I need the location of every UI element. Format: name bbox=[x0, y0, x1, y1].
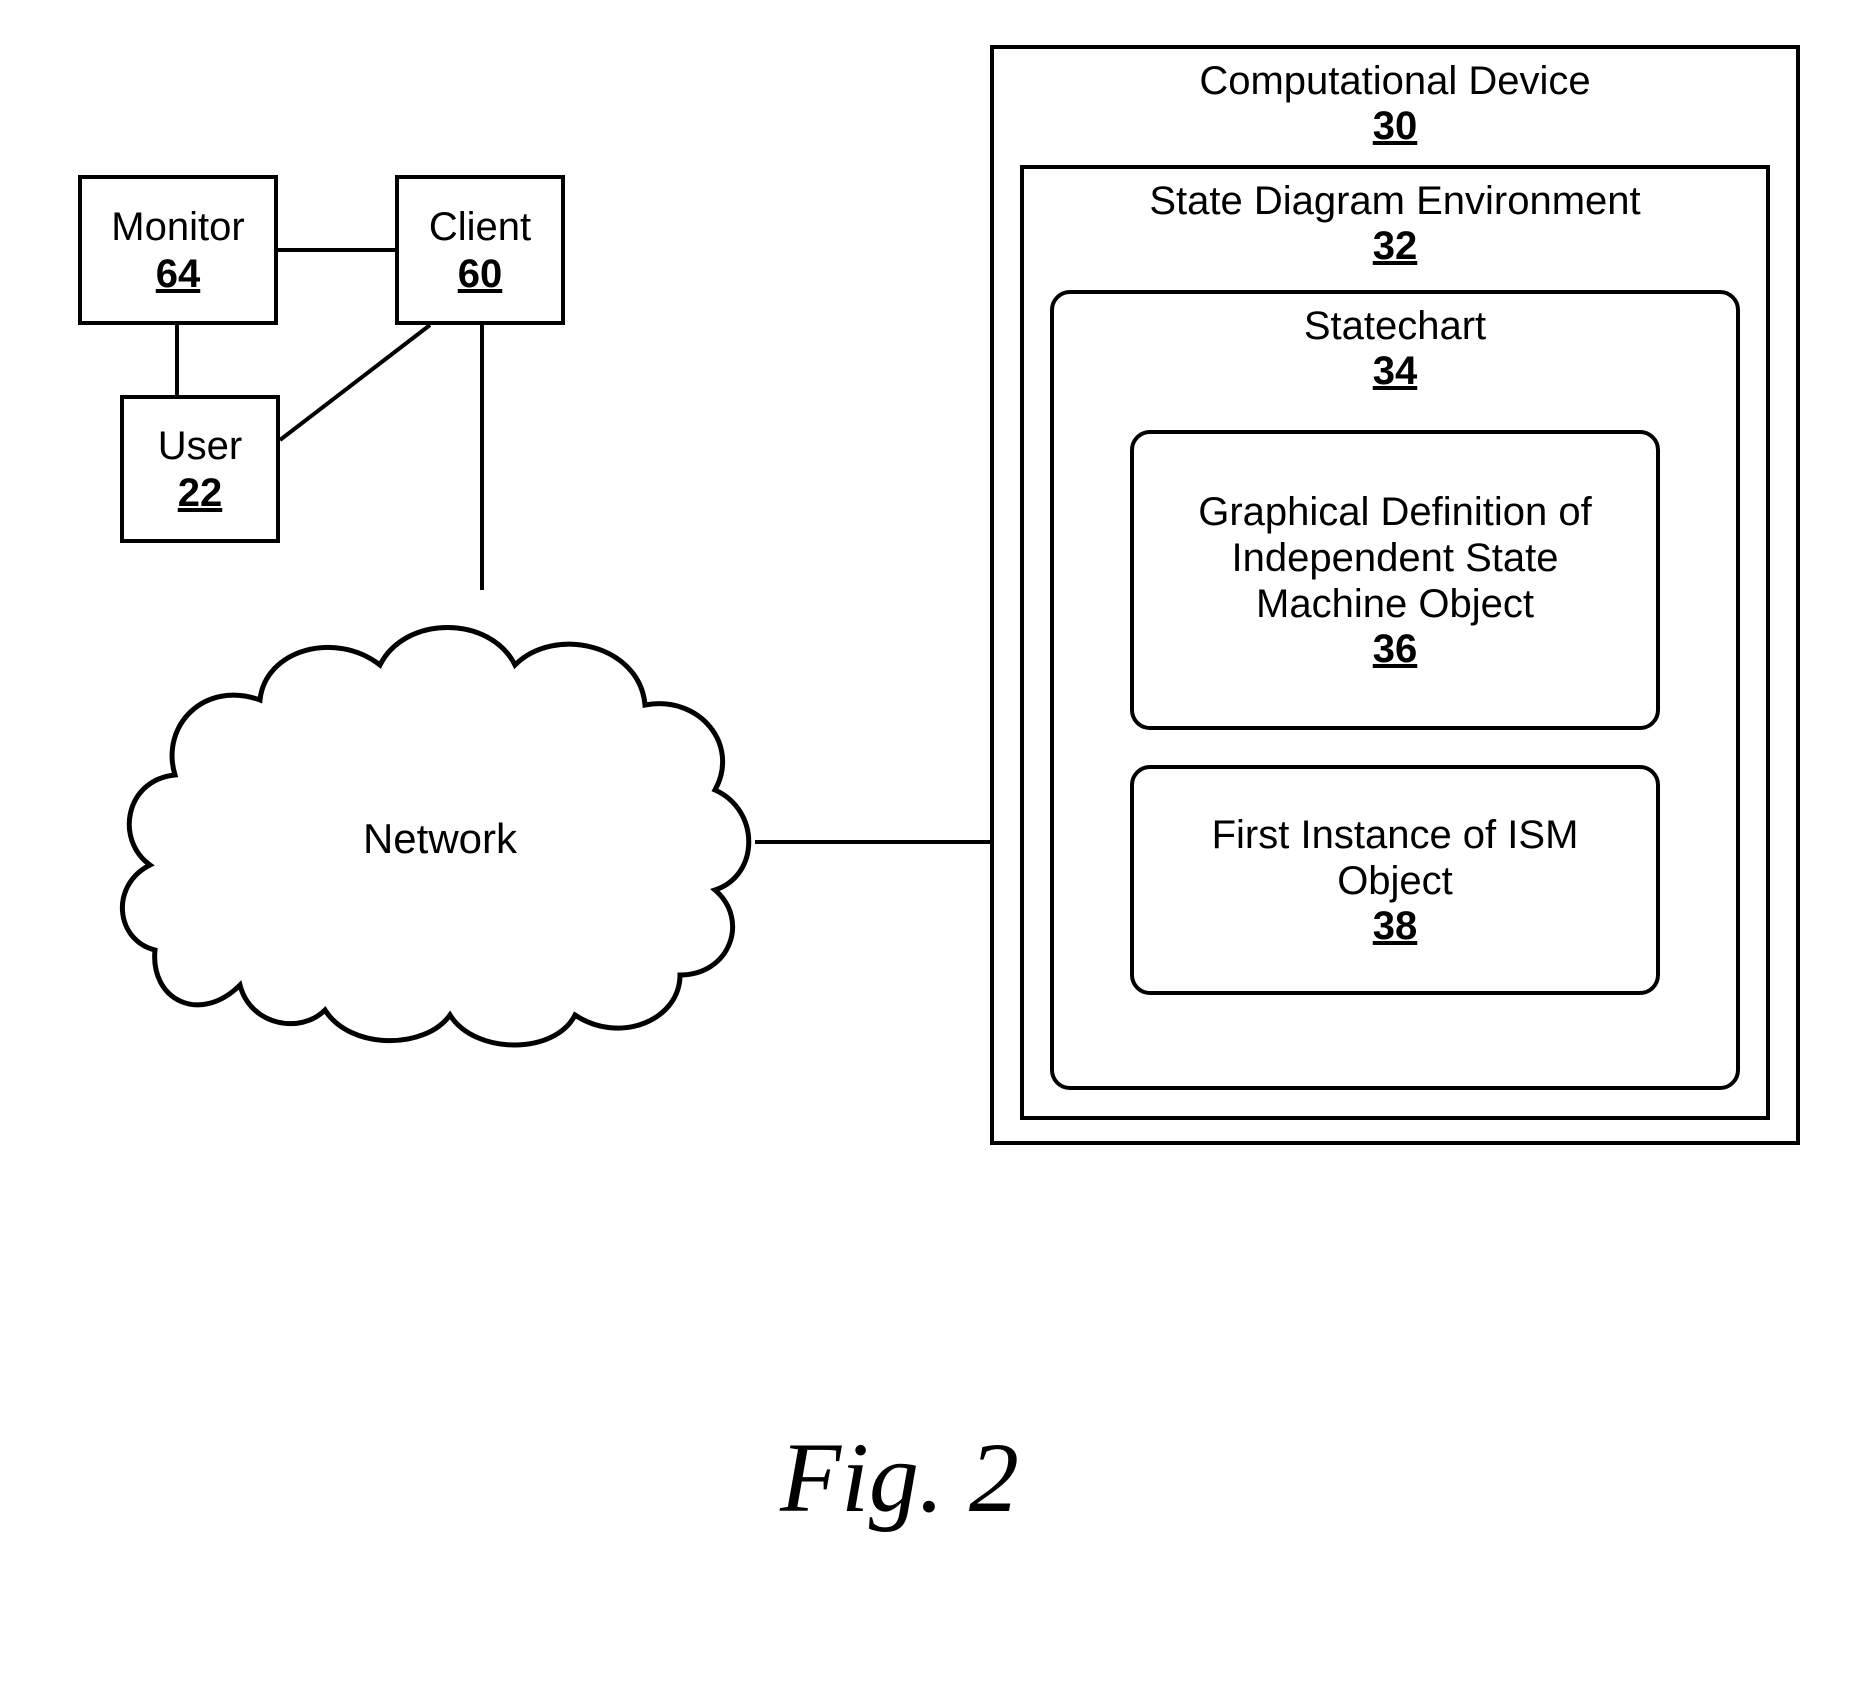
user-ref: 22 bbox=[178, 471, 223, 516]
graphical-def-node: Graphical Definition of Independent Stat… bbox=[1130, 430, 1660, 730]
client-ref: 60 bbox=[458, 252, 503, 297]
first-instance-node: First Instance of ISM Object 38 bbox=[1130, 765, 1660, 995]
monitor-node: Monitor 64 bbox=[78, 175, 278, 325]
user-label: User bbox=[158, 423, 242, 469]
state-env-ref: 32 bbox=[1024, 224, 1766, 269]
first-instance-ref: 38 bbox=[1373, 904, 1418, 949]
client-node: Client 60 bbox=[395, 175, 565, 325]
edge-monitor-user bbox=[175, 325, 179, 395]
comp-device-ref: 30 bbox=[994, 104, 1796, 149]
edge-monitor-client bbox=[278, 248, 395, 252]
graphical-def-label: Graphical Definition of Independent Stat… bbox=[1164, 489, 1626, 627]
statechart-label: Statechart bbox=[1054, 294, 1736, 349]
monitor-label: Monitor bbox=[111, 204, 244, 250]
state-env-label: State Diagram Environment bbox=[1024, 169, 1766, 224]
graphical-def-ref: 36 bbox=[1373, 627, 1418, 672]
edge-client-network bbox=[480, 325, 484, 590]
figure-caption: Fig. 2 bbox=[780, 1420, 1019, 1535]
monitor-ref: 64 bbox=[156, 252, 201, 297]
edge-network-compdevice bbox=[755, 840, 990, 844]
network-label: Network bbox=[340, 815, 540, 863]
client-label: Client bbox=[429, 204, 531, 250]
statechart-ref: 34 bbox=[1054, 349, 1736, 394]
network-cloud bbox=[100, 555, 765, 1065]
user-node: User 22 bbox=[120, 395, 280, 543]
comp-device-label: Computational Device bbox=[994, 49, 1796, 104]
first-instance-label: First Instance of ISM Object bbox=[1174, 812, 1616, 904]
